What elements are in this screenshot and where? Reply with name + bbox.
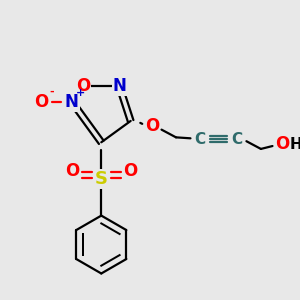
Text: H: H [289, 136, 300, 152]
Text: N: N [65, 93, 79, 111]
Text: O: O [34, 93, 48, 111]
Text: O: O [145, 117, 159, 135]
Text: O: O [65, 162, 80, 180]
Text: N: N [112, 77, 126, 95]
Text: +: + [76, 88, 85, 98]
Text: C: C [195, 132, 206, 147]
Text: -: - [50, 87, 54, 97]
Text: C: C [231, 132, 242, 147]
Text: O: O [275, 135, 289, 153]
Text: O: O [123, 162, 137, 180]
Text: S: S [95, 170, 108, 188]
Text: O: O [76, 77, 90, 95]
